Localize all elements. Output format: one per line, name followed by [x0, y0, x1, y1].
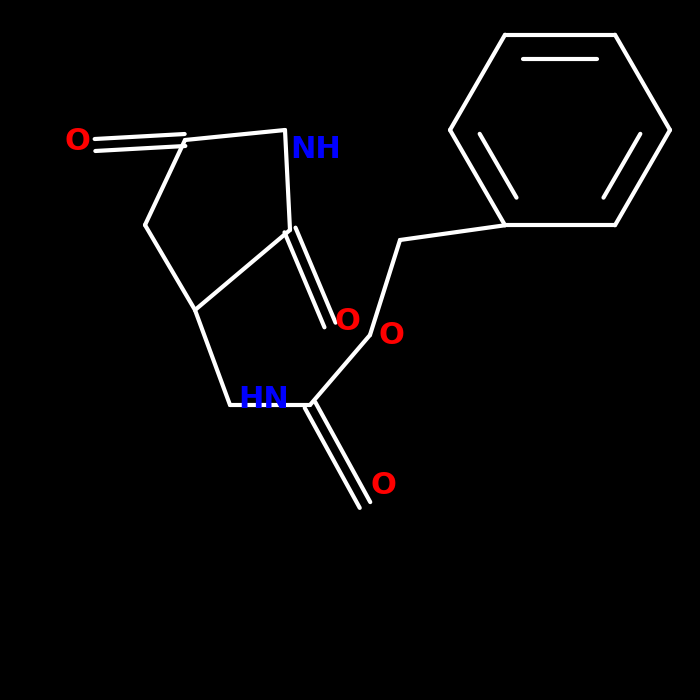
Text: O: O — [378, 321, 404, 349]
Text: O: O — [370, 471, 396, 500]
Text: O: O — [64, 127, 90, 157]
Text: HN: HN — [238, 386, 288, 414]
Text: NH: NH — [290, 135, 341, 164]
Text: O: O — [335, 307, 361, 337]
